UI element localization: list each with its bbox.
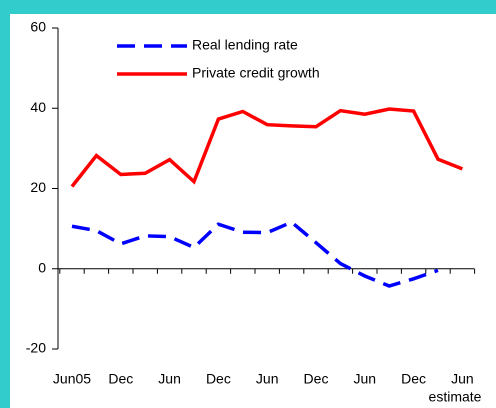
x-tick-label: Jun [158, 371, 181, 387]
x-tick-label: Jun05 [53, 371, 91, 387]
series-line [71, 220, 439, 288]
series-line [70, 107, 464, 188]
plot-background [10, 14, 496, 408]
y-tick-label: 20 [30, 179, 46, 195]
x-tick-label: Jun [354, 371, 377, 387]
x-tick-label: Dec [108, 371, 133, 387]
annotation: estimate [429, 389, 482, 405]
x-tick-label: Jun [451, 371, 474, 387]
x-tick-label: Dec [206, 371, 231, 387]
x-tick-label: Dec [304, 371, 329, 387]
y-tick-label: 60 [30, 19, 46, 35]
y-tick-label: -20 [26, 340, 46, 356]
legend-label: Real lending rate [192, 37, 298, 53]
y-tick-label: 0 [38, 259, 46, 275]
y-tick-label: 40 [30, 99, 46, 115]
x-tick-label: Jun [256, 371, 279, 387]
x-tick-label: Dec [401, 371, 426, 387]
legend-label: Private credit growth [192, 65, 320, 81]
